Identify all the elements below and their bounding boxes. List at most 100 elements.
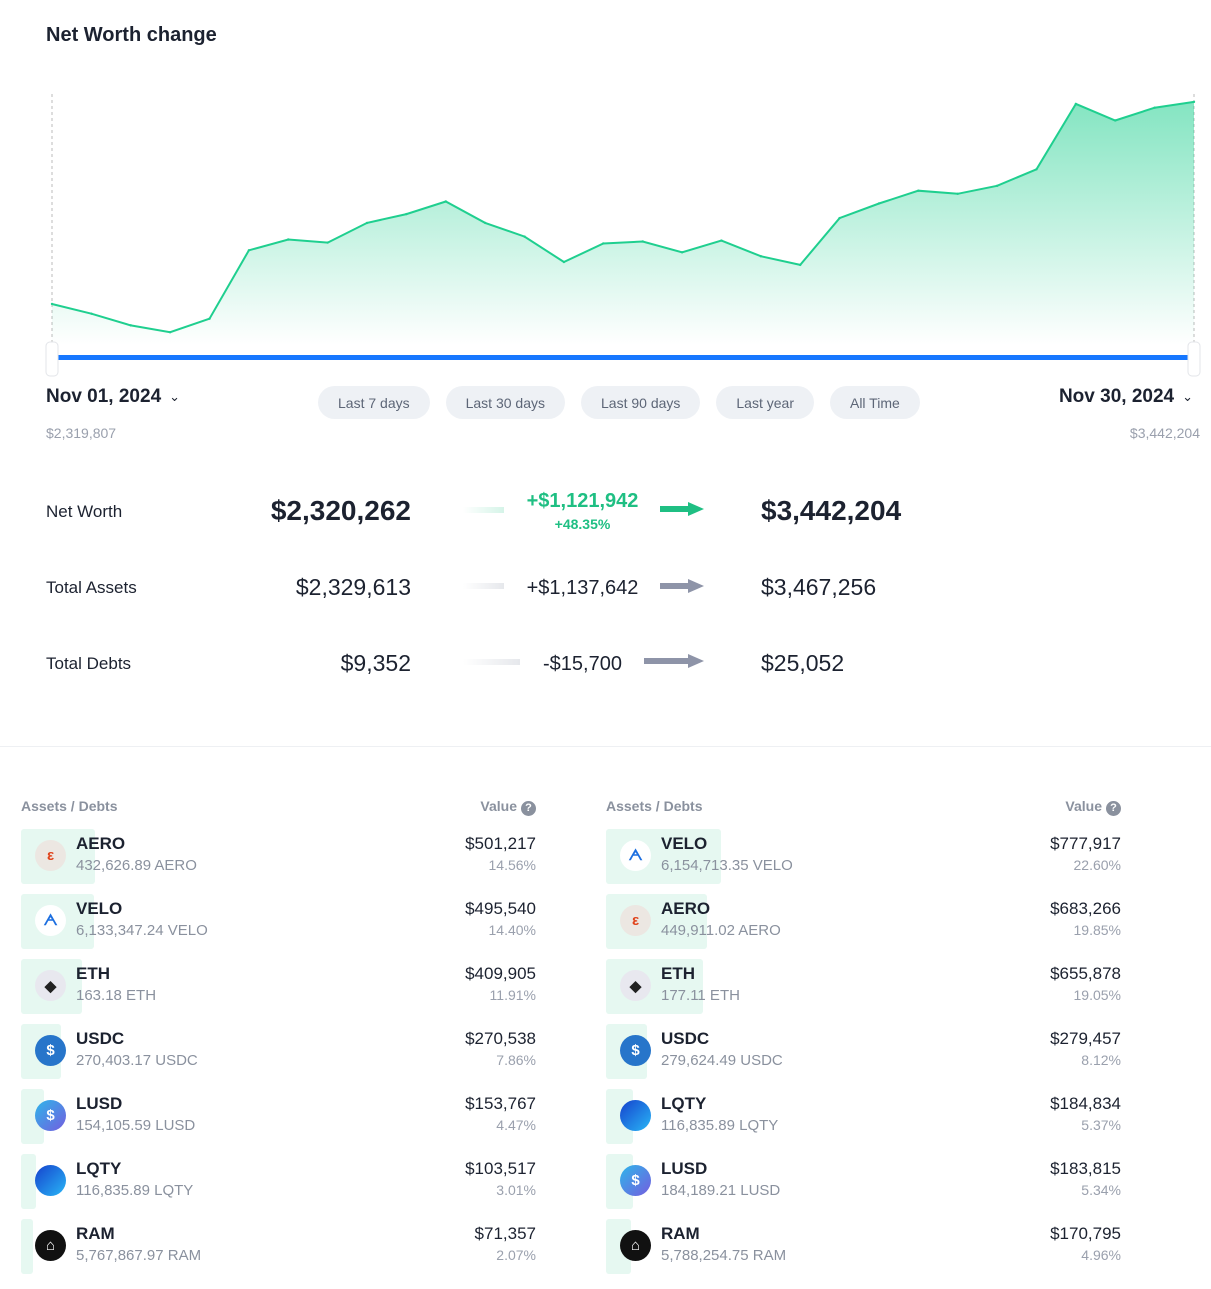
token-value: $103,517 (465, 1159, 536, 1178)
table-header: Assets / Debts Value? (606, 798, 1121, 816)
data-point-Nov 06 (247, 249, 251, 252)
list-item[interactable]: $ LUSD 154,105.59 LUSD $153,767 4.47% (21, 1089, 536, 1159)
ram-icon: ⌂ (35, 1230, 66, 1261)
token-symbol: LQTY (76, 1159, 122, 1178)
list-item[interactable]: LQTY 116,835.89 LQTY $103,517 3.01% (21, 1154, 536, 1224)
range-end-handle[interactable] (1187, 341, 1201, 377)
help-icon[interactable]: ? (1106, 801, 1121, 816)
lqty-icon (35, 1165, 66, 1196)
share-bar (21, 1089, 44, 1144)
token-symbol: AERO (661, 899, 711, 918)
list-item[interactable]: $ LUSD 184,189.21 LUSD $183,815 5.34% (606, 1154, 1121, 1224)
list-item[interactable]: ⌂ RAM 5,788,254.75 RAM $170,795 4.96% (606, 1219, 1121, 1289)
data-point-Nov 05 (208, 317, 211, 320)
token-value: $501,217 (465, 834, 536, 853)
token-amount: 5,788,254.75 RAM (661, 1247, 787, 1264)
net-worth-chart (45, 94, 1201, 377)
token-share: 14.40% (488, 922, 536, 938)
velo-icon: ᗅ (620, 840, 651, 871)
range-start-handle[interactable] (45, 341, 59, 377)
data-point-Nov 22 (877, 202, 881, 205)
token-share: 14.56% (488, 857, 536, 873)
token-value: $270,538 (465, 1029, 536, 1048)
list-item[interactable]: ᗅ VELO 6,133,347.24 VELO $495,540 14.40% (21, 894, 536, 964)
token-amount: 163.18 ETH (76, 987, 157, 1004)
token-value: $71,357 (474, 1224, 536, 1243)
lqty-icon (620, 1100, 651, 1131)
range-all-time[interactable]: All Time (829, 386, 920, 419)
list-item[interactable]: ◆ ETH 177.11 ETH $655,878 19.05% (606, 959, 1121, 1029)
range-last-year[interactable]: Last year (716, 386, 814, 419)
summary-to: $3,442,204 (761, 495, 902, 526)
token-symbol: LQTY (661, 1094, 707, 1113)
list-item[interactable]: LQTY 116,835.89 LQTY $184,834 5.37% (606, 1089, 1121, 1159)
list-item[interactable]: ε AERO 449,911.02 AERO $683,266 19.85% (606, 894, 1121, 964)
assets-table-end: Assets / Debts Value? ᗅ VELO 6,154,713.35… (606, 798, 1121, 1289)
token-amount: 6,133,347.24 VELO (76, 922, 208, 939)
token-share: 3.01% (496, 1182, 536, 1198)
token-value: $495,540 (465, 899, 536, 918)
token-amount: 184,189.21 LUSD (661, 1182, 781, 1199)
range-last-7-days[interactable]: Last 7 days (318, 386, 430, 419)
arrow-right-icon (644, 654, 704, 668)
value-header-label: Value (480, 798, 517, 814)
token-share: 8.12% (1081, 1052, 1121, 1068)
token-value: $683,266 (1050, 899, 1121, 918)
data-point-Nov 18 (720, 239, 723, 242)
data-point-Nov 20 (799, 263, 802, 267)
fade-line (463, 583, 504, 589)
end-date-picker[interactable]: Nov 30, 2024 ⌄ (1059, 386, 1193, 408)
summary-net-worth: Net Worth $2,320,262 +$1,121,942 +48.35%… (0, 490, 1211, 534)
token-symbol: ETH (76, 964, 110, 983)
token-symbol: USDC (661, 1029, 710, 1048)
token-amount: 5,767,867.97 RAM (76, 1247, 202, 1264)
range-last-30-days[interactable]: Last 30 days (445, 386, 565, 419)
summary-to: $25,052 (761, 650, 845, 676)
fade-line (463, 659, 520, 665)
data-point-Nov 16 (641, 240, 644, 243)
token-share: 19.05% (1073, 987, 1121, 1003)
token-amount: 449,911.02 AERO (661, 922, 781, 939)
summary-total-assets: Total Assets $2,329,613 +$1,137,642 $3,4… (0, 570, 1211, 610)
token-value: $777,917 (1050, 834, 1121, 853)
data-point-Nov 27 (1074, 102, 1078, 106)
summary-delta: -$15,700 (543, 653, 622, 675)
list-item[interactable]: $ USDC 270,403.17 USDC $270,538 7.86% (21, 1024, 536, 1094)
data-point-Nov 15 (602, 242, 605, 245)
eth-icon: ◆ (35, 970, 66, 1001)
table-header: Assets / Debts Value? (21, 798, 536, 816)
data-point-Nov 19 (759, 255, 763, 258)
summary-delta: +$1,121,942 (526, 490, 639, 512)
range-last-90-days[interactable]: Last 90 days (581, 386, 701, 419)
token-share: 11.91% (489, 987, 536, 1003)
chevron-down-icon: ⌄ (169, 389, 181, 404)
data-point-Nov 10 (405, 212, 408, 216)
help-icon[interactable]: ? (521, 801, 536, 816)
token-symbol: VELO (76, 899, 123, 918)
start-date-picker[interactable]: Nov 01, 2024 ⌄ (46, 386, 180, 408)
token-value: $184,834 (1050, 1094, 1121, 1113)
col-assets-header: Assets / Debts (606, 798, 703, 814)
list-item[interactable]: ◆ ETH 163.18 ETH $409,905 11.91% (21, 959, 536, 1029)
token-amount: 270,403.17 USDC (76, 1052, 198, 1069)
token-value: $409,905 (465, 964, 536, 983)
data-point-Nov 09 (365, 221, 369, 225)
list-item[interactable]: ⌂ RAM 5,767,867.97 RAM $71,357 2.07% (21, 1219, 536, 1289)
data-point-Nov 03 (129, 324, 132, 327)
page-title: Net Worth change (46, 24, 217, 46)
token-symbol: LUSD (76, 1094, 123, 1113)
token-symbol: AERO (76, 834, 126, 853)
token-amount: 279,624.49 USDC (661, 1052, 783, 1069)
token-symbol: RAM (76, 1224, 115, 1243)
list-item[interactable]: $ USDC 279,624.49 USDC $279,457 8.12% (606, 1024, 1121, 1094)
range-slider-track[interactable] (58, 355, 1188, 360)
data-point-Nov 29 (1153, 106, 1156, 109)
list-item[interactable]: ε AERO 432,626.89 AERO $501,217 14.56% (21, 829, 536, 899)
lusd-icon: $ (35, 1100, 66, 1131)
assets-table-start: Assets / Debts Value? ε AERO 432,626.89 A… (21, 798, 536, 1289)
token-symbol: LUSD (661, 1159, 708, 1178)
data-point-Nov 17 (680, 251, 684, 254)
list-item[interactable]: ᗅ VELO 6,154,713.35 VELO $777,917 22.60% (606, 829, 1121, 899)
token-amount: 6,154,713.35 VELO (661, 857, 793, 874)
summary-label: Net Worth (46, 502, 123, 521)
